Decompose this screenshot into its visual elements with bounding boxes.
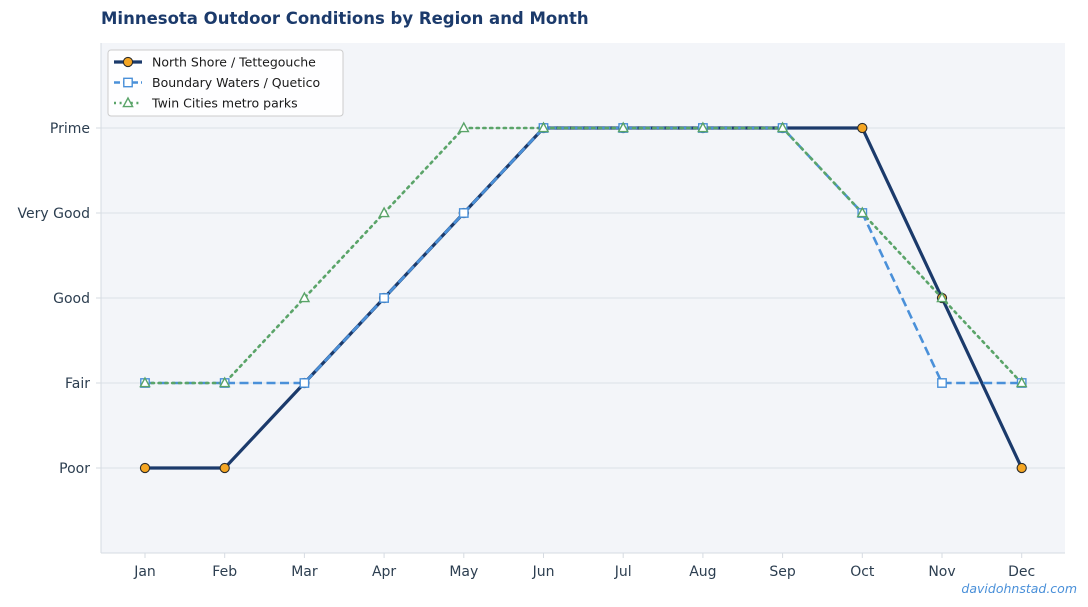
chart-title: Minnesota Outdoor Conditions by Region a… (101, 9, 589, 28)
legend-box (107, 49, 344, 117)
series-1-point (857, 122, 868, 134)
x-tick-label: Nov (928, 564, 955, 580)
legend-marker-3 (122, 96, 134, 108)
series-markers (139, 121, 1028, 474)
legend: North Shore / Tettegouche Boundary Waters… (107, 49, 344, 117)
x-tick-label: Jun (532, 564, 555, 580)
x-tick-label: Feb (212, 564, 237, 580)
series-3-point (378, 206, 390, 218)
y-tick-label: Fair (65, 376, 90, 392)
series-3-point (298, 291, 311, 303)
series-line-3 (143, 126, 1024, 385)
y-tick-label: Prime (50, 121, 90, 137)
series-3-point (617, 121, 629, 133)
series-2-point (299, 378, 310, 388)
series-3-point (139, 376, 151, 388)
series-3-point (537, 121, 550, 133)
axes: Poor Fair Good Very Good Prime Jan Feb Mar Apr Ma… (18, 43, 1065, 580)
legend-label-1: North Shore / Tettegouche (152, 55, 316, 70)
watermark-text: davidohnstad.com (961, 581, 1077, 596)
series-3-point (458, 121, 470, 133)
series-3-point (218, 376, 231, 388)
series-1-point (1016, 462, 1027, 474)
legend-marker-2 (123, 77, 133, 88)
x-tick-label: Sep (769, 564, 796, 580)
series-2-point (937, 378, 947, 388)
series-line-2 (145, 126, 1022, 385)
series-2-point (458, 208, 469, 218)
x-tick-label: Mar (291, 564, 318, 580)
x-tick-label: Apr (372, 564, 396, 580)
y-tick-label: Very Good (18, 206, 90, 222)
x-tick-label: Jan (133, 564, 156, 580)
legend-label-2: Boundary Waters / Quetico (152, 75, 320, 90)
x-tick-label: Jul (614, 564, 632, 580)
series-1-point (139, 462, 151, 474)
x-tick-label: May (449, 564, 478, 580)
x-tick-label: Oct (850, 564, 875, 580)
legend-marker-1 (122, 56, 134, 68)
y-tick-label: Good (53, 291, 90, 307)
series-1-point (219, 462, 230, 474)
series-2-point (379, 293, 389, 303)
legend-label-3: Twin Cities metro parks (151, 96, 298, 111)
x-tick-label: Dec (1008, 564, 1035, 580)
series-3-point (1015, 376, 1028, 388)
x-tick-label: Aug (689, 564, 716, 580)
series-lines (143, 126, 1024, 470)
series-3-point (856, 206, 869, 218)
y-tick-label: Poor (59, 461, 90, 477)
series-3-point (936, 291, 948, 303)
series-3-point (776, 121, 789, 133)
series-3-point (697, 121, 709, 133)
